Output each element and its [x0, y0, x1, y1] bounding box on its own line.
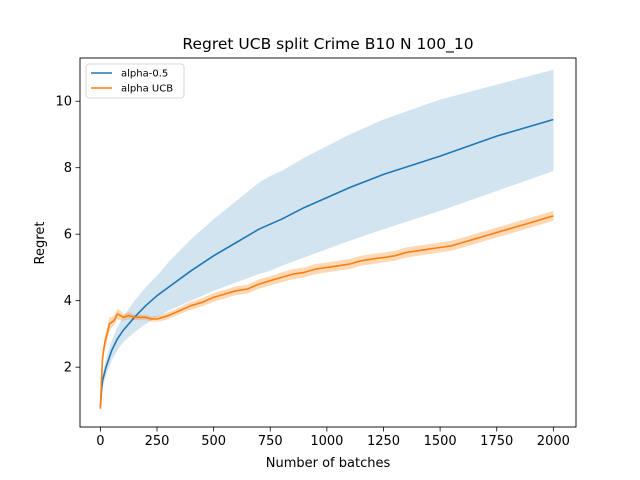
y-tick-label: 4 [64, 294, 72, 309]
y-tick-label: 10 [55, 95, 72, 110]
x-tick-label: 1500 [424, 434, 457, 449]
x-axis: 0 250 500 750 1000 1250 1500 1750 2000 [96, 427, 570, 449]
y-tick-label: 2 [64, 361, 72, 376]
x-axis-label: Number of batches [266, 456, 391, 471]
confidence-bands [100, 69, 554, 412]
y-tick-label: 6 [64, 228, 72, 243]
plot-area [79, 57, 577, 428]
x-tick-label: 250 [145, 434, 170, 449]
x-tick-label: 1000 [310, 434, 343, 449]
legend: alpha-0.5 alpha UCB [85, 63, 185, 99]
x-tick-label: 1250 [367, 434, 400, 449]
y-axis: 2 4 6 8 10 [55, 95, 80, 376]
x-tick-label: 750 [258, 434, 283, 449]
line-alpha-0-5 [99, 118, 554, 408]
x-tick-label: 0 [96, 434, 104, 449]
legend-label: alpha-0.5 [121, 69, 168, 80]
band-alpha-0-5 [100, 69, 554, 411]
y-tick-label: 8 [64, 161, 72, 176]
x-tick-label: 500 [201, 434, 226, 449]
x-tick-label: 2000 [537, 434, 570, 449]
band-alpha-ucb [100, 210, 554, 412]
y-axis-label: Regret [33, 222, 48, 265]
legend-label: alpha UCB [121, 84, 173, 95]
axes-frame [79, 57, 577, 428]
series-lines [99, 118, 554, 409]
line-alpha-ucb [99, 215, 554, 409]
x-tick-label: 1750 [480, 434, 513, 449]
chart-title: Regret UCB split Crime B10 N 100_10 [182, 35, 473, 54]
